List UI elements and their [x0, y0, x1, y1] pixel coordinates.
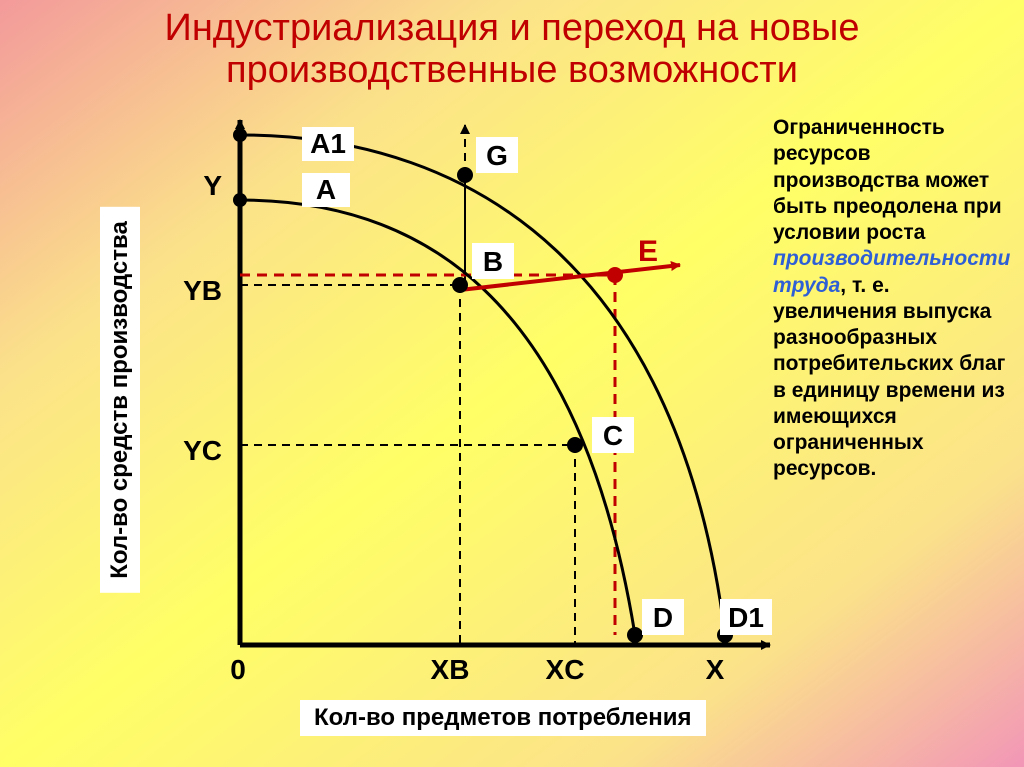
side-explanation: Ограниченность ресурсов производства мож…	[773, 115, 1008, 483]
svg-text:B: B	[483, 246, 503, 277]
svg-text:D1: D1	[728, 602, 764, 633]
svg-text:A: A	[316, 174, 336, 205]
svg-text:0: 0	[230, 654, 246, 685]
svg-text:X: X	[706, 654, 725, 685]
svg-text:YB: YB	[183, 275, 222, 306]
svg-text:C: C	[603, 420, 623, 451]
slide: Индустриализация и переход на новые прои…	[0, 0, 1024, 767]
svg-text:XB: XB	[431, 654, 470, 685]
svg-text:Y: Y	[203, 170, 222, 201]
sidetext-pre: Ограниченность ресурсов производства мож…	[773, 116, 1002, 244]
svg-text:E: E	[638, 235, 658, 268]
slide-title: Индустриализация и переход на новые прои…	[40, 8, 984, 92]
sidetext-emph: производительности труда	[773, 247, 1010, 296]
ppf-chart: A1 A G B C D D1 E Y YB YC 0 XB XC X	[160, 115, 780, 685]
svg-text:XC: XC	[546, 654, 585, 685]
svg-text:G: G	[486, 140, 508, 171]
svg-text:A1: A1	[310, 128, 346, 159]
x-axis-label: Кол-во предметов потребления	[300, 700, 706, 736]
sidetext-post: , т. е. увеличения выпуска разнообразных…	[773, 274, 1005, 481]
svg-text:D: D	[653, 602, 673, 633]
svg-text:YC: YC	[183, 435, 222, 466]
y-axis-label: Кол-во средств производства	[100, 207, 140, 593]
